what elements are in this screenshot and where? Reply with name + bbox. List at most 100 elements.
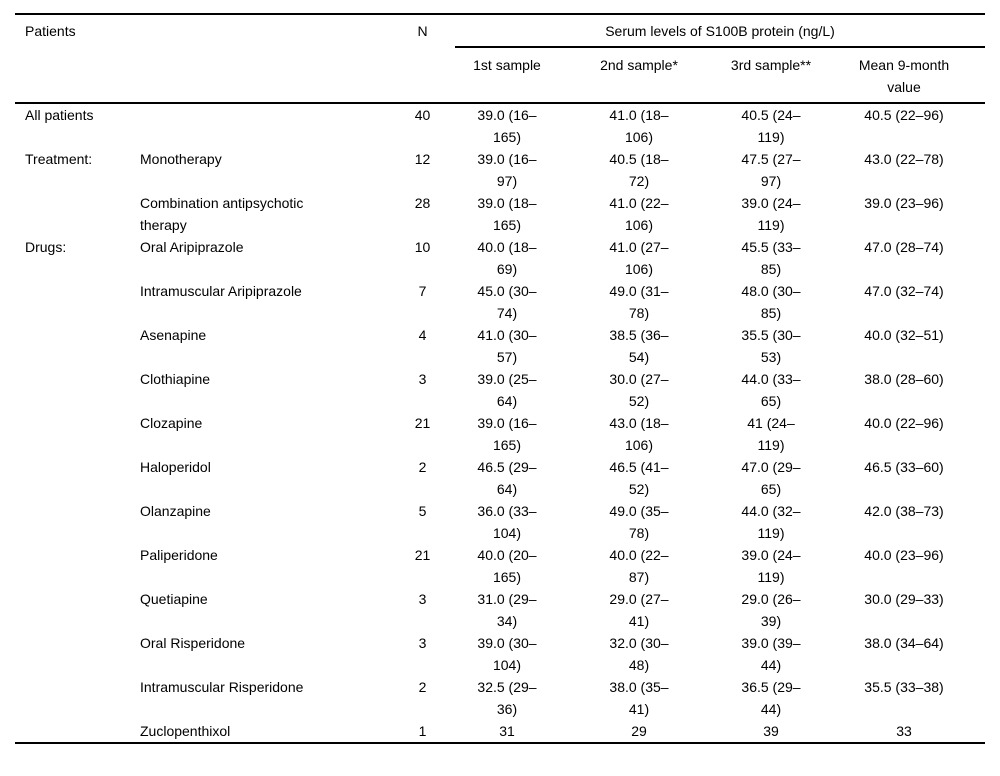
row-3rd-sample-value: 47.5 (27–97)	[719, 148, 851, 192]
row-1st-sample-value: 41.0 (30–57)	[455, 324, 587, 368]
column-group-header-serum-levels: Serum levels of S100B protein (ng/L)	[455, 14, 986, 48]
row-n-value: 28	[414, 195, 431, 211]
row-1st-sample-value: 46.5 (29–64)	[455, 456, 587, 500]
sample-value-text: 38.5 (36–54)	[609, 327, 669, 365]
sample-value-text: 43.0 (18–106)	[609, 415, 669, 453]
serum-levels-table-container: Patients N Serum levels of S100B protein…	[15, 13, 986, 744]
header-spacer-cell	[15, 47, 455, 104]
sample-value-text: 32.0 (30–48)	[609, 635, 669, 673]
row-treatment-name: Intramuscular Aripiprazole	[140, 283, 302, 299]
row-1st-sample-value: 36.0 (33–104)	[455, 500, 587, 544]
sample-value-text: 35.5 (30–53)	[741, 327, 801, 365]
sample-value-text: 41.0 (27–106)	[609, 239, 669, 277]
row-mean-9-month-value: 38.0 (34–64)	[864, 635, 944, 651]
row-treatment-name: Clothiapine	[140, 371, 211, 387]
row-n-value: 21	[414, 547, 431, 563]
row-2nd-sample-value: 29	[587, 720, 719, 743]
table-row: Zuclopenthixol 1 31 29 39 33	[15, 720, 985, 743]
table-row: Intramuscular Aripiprazole 7 45.0 (30–74…	[15, 280, 985, 324]
sample-value-text: 29	[631, 723, 647, 739]
row-1st-sample-value: 45.0 (30–74)	[455, 280, 587, 324]
sample-value-text: 41.0 (18–106)	[609, 107, 669, 145]
row-treatment-name: Intramuscular Risperidone	[140, 679, 304, 695]
row-1st-sample-value: 39.0 (16–165)	[455, 412, 587, 456]
row-mean-9-month-value: 39.0 (23–96)	[864, 195, 944, 211]
row-category-label	[15, 192, 140, 236]
row-2nd-sample-value: 41.0 (18–106)	[587, 103, 719, 148]
table-row: All patients 40 39.0 (16–165) 41.0 (18–1…	[15, 103, 985, 148]
column-header-2nd-sample: 2nd sample*	[587, 47, 719, 104]
row-3rd-sample-value: 39	[719, 720, 851, 743]
row-1st-sample-value: 39.0 (18–165)	[455, 192, 587, 236]
row-category-label	[15, 412, 140, 456]
row-mean-9-month-value: 35.5 (33–38)	[864, 679, 944, 695]
row-category-label	[15, 676, 140, 720]
row-category-label: Drugs:	[25, 239, 67, 255]
row-3rd-sample-value: 47.0 (29–65)	[719, 456, 851, 500]
sample-value-text: 39.0 (24–119)	[741, 195, 801, 233]
row-n-value: 1	[418, 723, 427, 739]
sample-value-text: 40.0 (20–165)	[477, 547, 537, 585]
sample-value-text: 49.0 (35–78)	[609, 503, 669, 541]
row-treatment-name: Asenapine	[140, 327, 207, 343]
sample-value-text: 39.0 (30–104)	[477, 635, 537, 673]
row-3rd-sample-value: 39.0 (39–44)	[719, 632, 851, 676]
row-treatment-name: Quetiapine	[140, 591, 208, 607]
row-category-label: Treatment:	[25, 151, 93, 167]
row-2nd-sample-value: 41.0 (22–106)	[587, 192, 719, 236]
row-category-label	[15, 544, 140, 588]
row-3rd-sample-value: 35.5 (30–53)	[719, 324, 851, 368]
row-treatment-name: Paliperidone	[140, 547, 218, 563]
row-n-value: 21	[414, 415, 431, 431]
row-3rd-sample-value: 39.0 (24–119)	[719, 192, 851, 236]
table-row: Paliperidone 21 40.0 (20–165) 40.0 (22–8…	[15, 544, 985, 588]
sample-value-text: 39.0 (39–44)	[741, 635, 801, 673]
row-n-value: 4	[418, 327, 427, 343]
row-n-value: 3	[418, 591, 427, 607]
sample-value-text: 39.0 (16–97)	[477, 151, 537, 189]
row-2nd-sample-value: 38.0 (35–41)	[587, 676, 719, 720]
row-2nd-sample-value: 41.0 (27–106)	[587, 236, 719, 280]
row-mean-9-month-value: 42.0 (38–73)	[864, 503, 944, 519]
row-1st-sample-value: 40.0 (18–69)	[455, 236, 587, 280]
row-treatment-name: Oral Aripiprazole	[140, 239, 244, 255]
row-1st-sample-value: 32.5 (29–36)	[455, 676, 587, 720]
table-row: Clozapine 21 39.0 (16–165) 43.0 (18–106)…	[15, 412, 985, 456]
row-3rd-sample-value: 41 (24–119)	[719, 412, 851, 456]
row-mean-9-month-value: 30.0 (29–33)	[864, 591, 944, 607]
row-1st-sample-value: 39.0 (25–64)	[455, 368, 587, 412]
row-1st-sample-value: 39.0 (16–165)	[455, 103, 587, 148]
sample-value-text: 40.5 (18–72)	[609, 151, 669, 189]
sample-value-text: 41 (24–119)	[747, 415, 795, 453]
row-mean-9-month-value: 47.0 (28–74)	[864, 239, 944, 255]
table-row: Quetiapine 3 31.0 (29–34) 29.0 (27–41) 2…	[15, 588, 985, 632]
row-1st-sample-value: 40.0 (20–165)	[455, 544, 587, 588]
row-3rd-sample-value: 39.0 (24–119)	[719, 544, 851, 588]
row-mean-9-month-value: 38.0 (28–60)	[864, 371, 944, 387]
row-2nd-sample-value: 30.0 (27–52)	[587, 368, 719, 412]
row-mean-9-month-value: 46.5 (33–60)	[864, 459, 944, 475]
row-category-label	[15, 588, 140, 632]
row-2nd-sample-value: 46.5 (41–52)	[587, 456, 719, 500]
table-row: Clothiapine 3 39.0 (25–64) 30.0 (27–52) …	[15, 368, 985, 412]
row-n-value: 12	[414, 151, 431, 167]
sample-value-text: 44.0 (32–119)	[741, 503, 801, 541]
column-header-3rd-sample: 3rd sample**	[719, 47, 851, 104]
row-2nd-sample-value: 40.0 (22–87)	[587, 544, 719, 588]
sample-value-text: 40.0 (18–69)	[477, 239, 537, 277]
table-row: Drugs: Oral Aripiprazole 10 40.0 (18–69)…	[15, 236, 985, 280]
table-row: Asenapine 4 41.0 (30–57) 38.5 (36–54) 35…	[15, 324, 985, 368]
sample-value-text: 47.5 (27–97)	[741, 151, 801, 189]
row-2nd-sample-value: 38.5 (36–54)	[587, 324, 719, 368]
sample-value-text: 41.0 (22–106)	[609, 195, 669, 233]
row-1st-sample-value: 39.0 (30–104)	[455, 632, 587, 676]
header-row-samples: 1st sample 2nd sample* 3rd sample** Mean…	[15, 47, 986, 104]
row-1st-sample-value: 31	[455, 720, 587, 743]
sample-value-text: 39.0 (24–119)	[741, 547, 801, 585]
row-2nd-sample-value: 32.0 (30–48)	[587, 632, 719, 676]
sample-value-text: 36.5 (29–44)	[741, 679, 801, 717]
row-mean-9-month-value: 40.0 (22–96)	[864, 415, 944, 431]
row-2nd-sample-value: 49.0 (31–78)	[587, 280, 719, 324]
row-category-label	[15, 456, 140, 500]
serum-levels-table: Patients N Serum levels of S100B protein…	[15, 13, 986, 744]
